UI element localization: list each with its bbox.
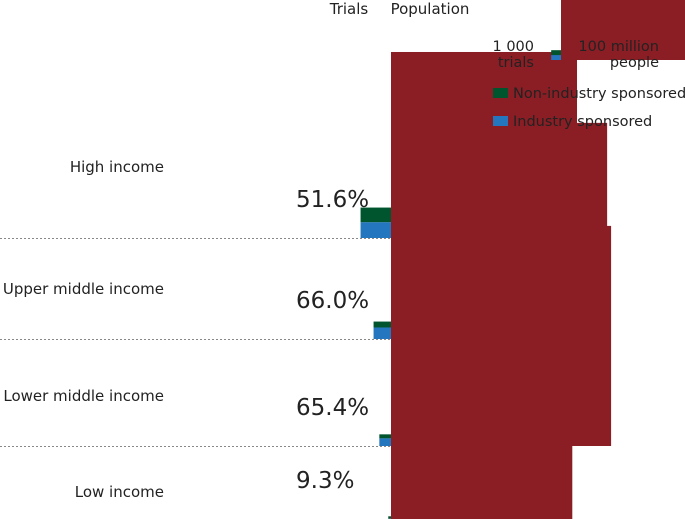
scale-swatch-population [561, 0, 685, 61]
bar-non-industry-1 [373, 321, 391, 328]
bar-non-industry-0 [360, 207, 391, 223]
scale-swatch-non-industry [551, 50, 561, 56]
scale-legend: 1 000 trials 100 million people [492, 0, 685, 71]
category-label-2: Lower middle income [3, 387, 164, 405]
industry-share-label-0: 51.6% [296, 187, 369, 213]
legend-swatch-industry [493, 116, 508, 126]
chart-rows: High income 51.6% Upper middle income 66.0%… [0, 51, 612, 519]
scale-swatch-industry [551, 55, 561, 60]
legend-swatch-non-industry [493, 88, 508, 98]
column-header-population: Population [391, 0, 470, 18]
industry-share-label-2: 65.4% [296, 395, 369, 421]
scale-legend-trials-line1: 1 000 [492, 39, 534, 55]
column-header-trials: Trials [329, 0, 369, 18]
industry-share-label-3: 9.3% [296, 468, 354, 494]
scale-legend-population-line2: people [610, 55, 659, 71]
bar-industry-1 [373, 327, 391, 339]
bar-population-3 [391, 337, 573, 519]
category-label-1: Upper middle income [3, 280, 164, 298]
category-label-3: Low income [75, 483, 164, 501]
scale-legend-trials-line2: trials [498, 55, 534, 71]
scale-legend-population-line1: 100 million [578, 39, 659, 55]
scale-legend-swatch [551, 0, 685, 61]
legend-label-non-industry: Non-industry sponsored [513, 86, 685, 102]
legend-label-industry: Industry sponsored [513, 114, 652, 130]
category-label-0: High income [70, 158, 164, 176]
bar-industry-0 [360, 222, 391, 238]
bar-industry-2 [379, 438, 391, 446]
bar-non-industry-2 [379, 434, 391, 439]
legend: Non-industry sponsored Industry sponsore… [493, 86, 685, 130]
bar-non-industry-3 [388, 516, 391, 519]
industry-share-label-1: 66.0% [296, 288, 369, 314]
